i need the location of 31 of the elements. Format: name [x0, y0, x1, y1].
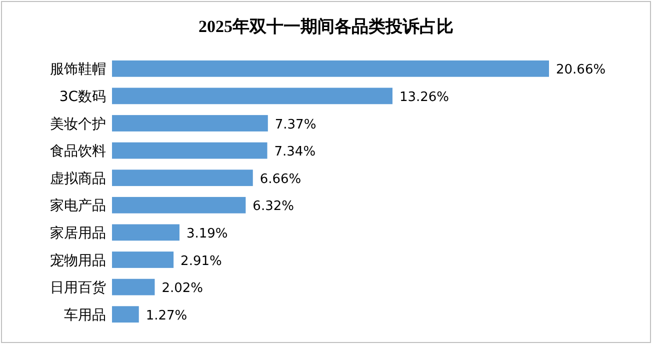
data-label: 6.66%: [260, 172, 302, 187]
y-tick-label: 家电产品: [50, 198, 106, 214]
y-tick-label: 虚拟商品: [50, 170, 106, 187]
bar: [112, 224, 180, 241]
data-label: 2.02%: [162, 281, 204, 296]
bar: [112, 60, 549, 77]
y-tick-label: 美妆个护: [50, 116, 106, 132]
bar: [112, 278, 155, 296]
data-label: 7.34%: [274, 144, 316, 160]
bar: [112, 142, 268, 159]
data-label: 7.37%: [274, 117, 316, 132]
y-tick-label: 日用百货: [50, 280, 106, 296]
bar: [112, 196, 246, 214]
chart-title: 2025年双十一期间各品类投诉占比: [198, 17, 454, 36]
data-label: 1.27%: [146, 308, 188, 324]
data-label: 20.66%: [556, 62, 606, 78]
data-label: 3.19%: [186, 226, 228, 242]
bar: [112, 88, 392, 104]
bar: [112, 170, 253, 186]
data-label: 13.26%: [399, 90, 450, 105]
data-label: 6.32%: [252, 199, 294, 214]
bar: [112, 306, 139, 323]
y-tick-label: 3C数码: [59, 88, 106, 105]
y-tick-label: 宠物用品: [50, 252, 106, 269]
y-tick-label: 服饰鞋帽: [50, 62, 106, 78]
bar: [112, 115, 268, 132]
y-tick-label: 食品饮料: [50, 144, 106, 160]
y-tick-label: 车用品: [64, 307, 106, 324]
data-label: 2.91%: [180, 254, 222, 269]
bar: [112, 252, 174, 268]
y-tick-label: 家居用品: [50, 225, 106, 242]
